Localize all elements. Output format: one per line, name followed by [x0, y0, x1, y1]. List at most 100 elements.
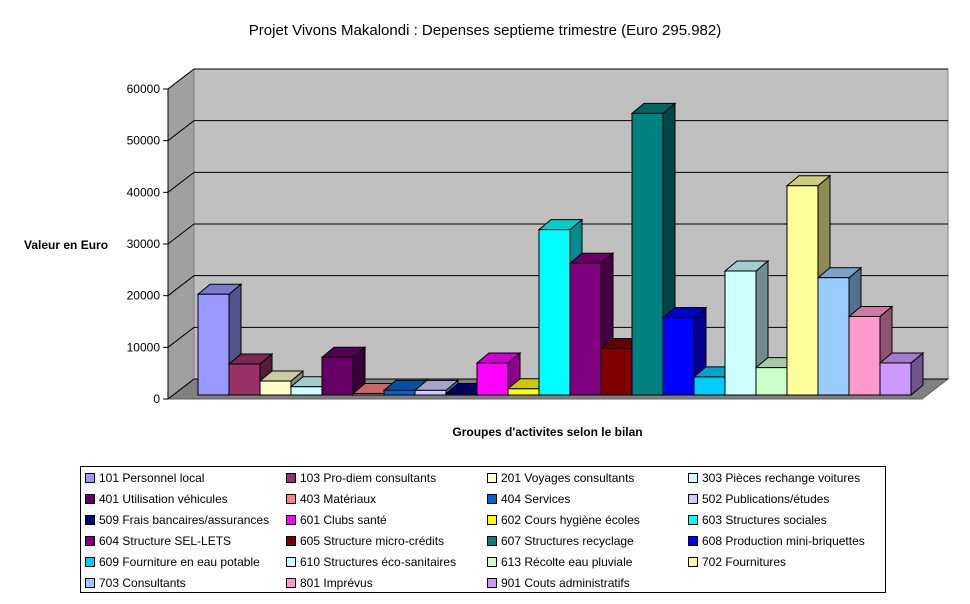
legend-swatch: [286, 493, 296, 504]
bar-front: [445, 392, 478, 396]
y-tick-label: 60000: [127, 82, 161, 96]
legend-swatch: [85, 556, 95, 567]
legend-label: 404 Services: [501, 492, 571, 506]
legend-swatch: [286, 577, 296, 588]
y-tick-label: 30000: [127, 237, 161, 251]
legend-label: 201 Voyages consultants: [501, 471, 635, 485]
legend-swatch: [688, 514, 698, 525]
bar-front: [662, 317, 695, 396]
bar-front: [538, 229, 571, 396]
legend-item: 613 Récolte eau pluviale: [487, 554, 632, 570]
legend-label: 403 Matériaux: [300, 492, 377, 506]
legend-swatch: [286, 556, 296, 567]
legend-item: 609 Fourniture en eau potable: [85, 554, 260, 570]
bar-front: [817, 277, 850, 396]
bar-front: [879, 362, 912, 396]
legend-swatch: [85, 472, 95, 483]
bar-front: [848, 315, 881, 396]
y-tick-label: 40000: [127, 185, 161, 199]
legend-label: 901 Couts administratifs: [501, 576, 630, 590]
legend-label: 608 Production mini-briquettes: [702, 534, 865, 548]
legend-label: 702 Fournitures: [702, 555, 787, 569]
legend-item: 601 Clubs santé: [286, 512, 387, 528]
bar-front: [352, 392, 385, 396]
legend-swatch: [688, 493, 698, 504]
bar-front: [755, 367, 788, 396]
bar-front: [228, 363, 261, 396]
bar-front: [724, 270, 757, 396]
legend-item: 605 Structure micro-crédits: [286, 533, 444, 549]
legend-label: 401 Utilisation véhicules: [99, 492, 228, 506]
legend-label: 609 Fourniture en eau potable: [99, 555, 260, 569]
legend-item: 603 Structures sociales: [688, 512, 827, 528]
bar-front: [259, 380, 292, 396]
legend-label: 603 Structures sociales: [702, 513, 827, 527]
legend-item: 103 Pro-diem consultants: [286, 470, 436, 486]
y-tick-label: 0: [153, 392, 160, 406]
bar-front: [321, 356, 354, 396]
bar-front: [600, 348, 633, 396]
legend-label: 509 Frais bancaires/assurances: [99, 513, 270, 527]
legend-item: 703 Consultants: [85, 575, 186, 591]
gridline: [167, 275, 948, 297]
y-tick-label: 20000: [127, 289, 161, 303]
legend-label: 605 Structure micro-crédits: [300, 534, 445, 548]
legend-label: 703 Consultants: [99, 576, 186, 590]
chart-title: Projet Vivons Makalondi : Depenses septi…: [248, 22, 722, 39]
gridline: [167, 223, 948, 245]
legend-swatch: [286, 472, 296, 483]
legend-item: 404 Services: [487, 491, 570, 507]
legend-item: 509 Frais bancaires/assurances: [85, 512, 269, 528]
legend-label: 502 Publications/études: [702, 492, 830, 506]
legend-swatch: [85, 535, 95, 546]
bar-front: [693, 376, 726, 396]
bar-front: [383, 389, 416, 396]
bar-front: [414, 389, 447, 396]
legend-item: 502 Publications/études: [688, 491, 829, 507]
bar-front: [197, 293, 230, 396]
legend-swatch: [487, 514, 497, 525]
legend-swatch: [688, 535, 698, 546]
legend-item: 101 Personnel local: [85, 470, 204, 486]
legend-item: 607 Structures recyclage: [487, 533, 634, 549]
legend-swatch: [688, 472, 698, 483]
y-tick-label: 10000: [127, 340, 161, 354]
y-tick-label: 50000: [127, 134, 161, 148]
bar-front: [290, 386, 323, 396]
chart-bars: [196, 102, 925, 397]
gridline: [167, 120, 948, 142]
legend-swatch: [487, 493, 497, 504]
legend-item: 303 Pièces rechange voitures: [688, 470, 860, 486]
bar-front: [569, 262, 602, 396]
legend-swatch: [85, 577, 95, 588]
legend-swatch: [286, 514, 296, 525]
legend-label: 103 Pro-diem consultants: [300, 471, 437, 485]
legend-item: 602 Cours hygiène écoles: [487, 512, 640, 528]
legend-swatch: [487, 472, 497, 483]
legend-item: 401 Utilisation véhicules: [85, 491, 228, 507]
x-axis-label: Groupes d'activites selon le bilan: [452, 425, 643, 439]
gridline: [167, 171, 948, 193]
legend-swatch: [85, 493, 95, 504]
bar: [661, 306, 708, 397]
legend-swatch: [487, 577, 497, 588]
bar-front: [476, 362, 509, 396]
legend-label: 613 Récolte eau pluviale: [501, 555, 633, 569]
legend-label: 303 Pièces rechange voitures: [702, 471, 861, 485]
legend-label: 604 Structure SEL-LETS: [99, 534, 232, 548]
legend-item: 702 Fournitures: [688, 554, 786, 570]
chart-legend: 101 Personnel local 103 Pro-diem consulta…: [80, 466, 886, 593]
gridline: [167, 68, 948, 90]
legend-label: 601 Clubs santé: [300, 513, 387, 527]
bar-front: [631, 112, 664, 396]
legend-item: 201 Voyages consultants: [487, 470, 634, 486]
legend-label: 101 Personnel local: [99, 471, 205, 485]
legend-item: 901 Couts administratifs: [487, 575, 630, 591]
bar: [320, 346, 367, 397]
legend-label: 607 Structures recyclage: [501, 534, 634, 548]
legend-swatch: [286, 535, 296, 546]
bar-front: [507, 388, 540, 396]
legend-item: 403 Matériaux: [286, 491, 376, 507]
legend-label: 801 Imprévus: [300, 576, 373, 590]
y-axis-label: Valeur en Euro: [24, 238, 109, 252]
